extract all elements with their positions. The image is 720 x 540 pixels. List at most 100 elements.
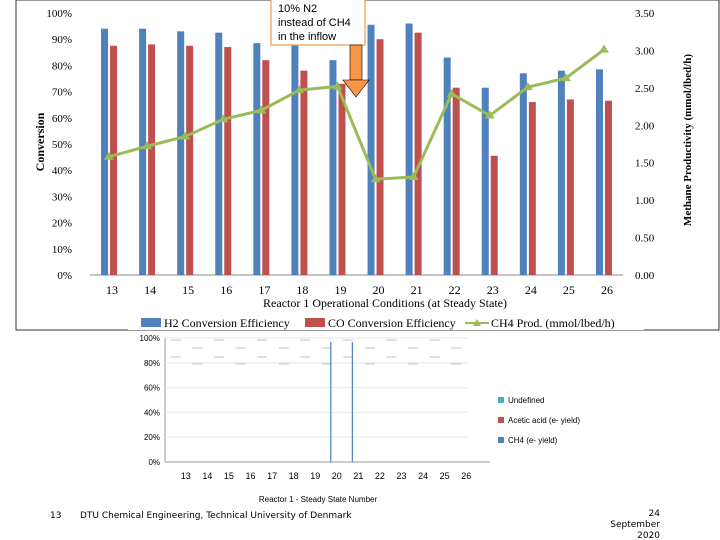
ch4-line bbox=[108, 48, 605, 181]
y-tick-label: 100% bbox=[46, 8, 72, 20]
bottom-legend-label: Acetic acid (e- yield) bbox=[508, 416, 580, 425]
ch4-point bbox=[104, 151, 115, 160]
bottom-highlight-lines bbox=[330, 342, 353, 462]
x-axis-title: Reactor 1 Operational Conditions (at Ste… bbox=[263, 296, 507, 310]
conversion-chart: 0%10%20%30%40%50%60%70%80%90%100% 0.000.… bbox=[15, 0, 720, 331]
h2-bar bbox=[367, 24, 375, 275]
co-bar bbox=[528, 102, 536, 275]
bottom-legend-label: CH4 (e- yield) bbox=[508, 436, 558, 445]
bottom-y-axis-ticks: 0% 20% 40% 60% 80% 100% bbox=[140, 334, 160, 467]
h2-bar bbox=[557, 70, 565, 275]
x-tick-label: 26 bbox=[601, 283, 613, 297]
bottom-x-tick-label: 23 bbox=[396, 471, 406, 481]
bottom-legend-swatch bbox=[498, 397, 504, 403]
y-tick-label: 20% bbox=[52, 218, 72, 230]
co-bar bbox=[338, 83, 346, 276]
left-axis-ticks: 0% 10% 20% 30% 40% 50% 60% 70% 80% 90% 100% bbox=[46, 8, 72, 282]
bottom-x-tick-label: 22 bbox=[375, 471, 385, 481]
h2-bar bbox=[215, 32, 223, 276]
bottom-x-axis-title: Reactor 1 - Steady State Number bbox=[259, 495, 378, 504]
legend-label-ch4: CH4 Prod. (mmol/lbed/h) bbox=[491, 316, 615, 330]
y2-axis-title: Methane Productivity (mmol/lbed/h) bbox=[682, 54, 694, 226]
ch4-point bbox=[332, 81, 343, 90]
h2-bar bbox=[291, 44, 299, 275]
line-series bbox=[104, 44, 609, 183]
ch4-point bbox=[370, 174, 381, 183]
co-bar bbox=[452, 87, 460, 275]
bottom-x-tick-label: 25 bbox=[440, 471, 450, 481]
y2-tick-label: 0.50 bbox=[635, 233, 655, 245]
bottom-legend-swatch bbox=[498, 417, 504, 423]
x-tick-label: 23 bbox=[487, 283, 499, 297]
bottom-y-tick-label: 20% bbox=[144, 433, 160, 442]
footer-date-line-2: September bbox=[610, 520, 660, 530]
bottom-x-tick-label: 14 bbox=[202, 471, 212, 481]
legend-background bbox=[128, 316, 644, 330]
x-tick-label: 22 bbox=[449, 283, 461, 297]
bottom-x-tick-label: 20 bbox=[332, 471, 342, 481]
ch4-point bbox=[180, 131, 191, 140]
h2-bar bbox=[177, 31, 185, 276]
ch4-point bbox=[484, 110, 495, 119]
bottom-x-tick-label: 15 bbox=[224, 471, 234, 481]
co-bar bbox=[110, 45, 118, 275]
bottom-x-tick-label: 17 bbox=[267, 471, 277, 481]
h2-bar bbox=[139, 28, 147, 275]
y-tick-label: 30% bbox=[52, 191, 72, 203]
bar-series bbox=[101, 23, 612, 276]
x-tick-label: 25 bbox=[563, 283, 575, 297]
x-tick-label: 21 bbox=[411, 283, 423, 297]
h2-bar bbox=[329, 60, 337, 275]
co-bar bbox=[262, 60, 270, 275]
ch4-point bbox=[256, 105, 267, 114]
bottom-y-tick-label: 100% bbox=[140, 334, 160, 343]
x-axis-ticks: 13 14 15 16 17 18 19 20 21 22 23 24 25 26 bbox=[106, 283, 613, 297]
x-tick-label: 16 bbox=[220, 283, 232, 297]
annotation-line-3: in the inflow bbox=[278, 31, 336, 43]
ch4-point bbox=[294, 85, 305, 94]
y2-tick-label: 3.00 bbox=[635, 45, 655, 57]
ch4-point bbox=[142, 141, 153, 150]
co-bar bbox=[148, 44, 156, 275]
co-bar bbox=[490, 155, 498, 275]
h2-bar bbox=[253, 43, 261, 275]
x-tick-label: 14 bbox=[144, 283, 156, 297]
h2-bar bbox=[405, 23, 413, 276]
y-tick-label: 80% bbox=[52, 60, 72, 72]
legend-label-co: CO Conversion Efficiency bbox=[328, 316, 456, 330]
x-tick-label: 18 bbox=[296, 283, 308, 297]
y-tick-label: 60% bbox=[52, 113, 72, 125]
annotation-callout: 10% N2 instead of CH4 in the inflow bbox=[270, 0, 370, 98]
h2-bar bbox=[519, 73, 527, 275]
co-bar bbox=[224, 47, 232, 276]
co-bar bbox=[376, 39, 384, 276]
footer-date: 24 September 2020 bbox=[600, 509, 660, 540]
ch4-point bbox=[408, 171, 419, 180]
bottom-x-tick-label: 18 bbox=[289, 471, 299, 481]
x-tick-label: 17 bbox=[258, 283, 270, 297]
annotation-arrow-head bbox=[342, 79, 370, 98]
y-tick-label: 0% bbox=[57, 270, 72, 282]
bottom-legend: Undefined Acetic acid (e- yield) CH4 (e- y… bbox=[498, 396, 580, 445]
yield-chart: 0% 20% 40% 60% 80% 100% 13 14 15 16 17 18 19 20 21 22 2… bbox=[140, 334, 581, 504]
annotation-line-1: 10% N2 bbox=[278, 3, 317, 15]
y2-tick-label: 1.50 bbox=[635, 158, 655, 170]
co-bar bbox=[186, 45, 194, 275]
legend-label-h2: H2 Conversion Efficiency bbox=[164, 316, 290, 330]
y-tick-label: 40% bbox=[52, 165, 72, 177]
legend-marker-ch4 bbox=[473, 319, 481, 326]
y2-tick-label: 1.00 bbox=[635, 195, 655, 207]
right-axis-ticks: 0.00 0.50 1.00 1.50 2.00 2.50 3.00 3.50 bbox=[635, 8, 655, 282]
co-bar bbox=[566, 99, 574, 276]
h2-bar bbox=[481, 87, 489, 275]
bottom-y-tick-label: 60% bbox=[144, 384, 160, 393]
footer-date-line-3: 2020 bbox=[637, 531, 660, 540]
y-tick-label: 90% bbox=[52, 34, 72, 46]
legend-swatch-co bbox=[305, 318, 325, 327]
bottom-legend-swatch bbox=[498, 437, 504, 443]
bottom-x-tick-label: 19 bbox=[310, 471, 320, 481]
y-tick-label: 70% bbox=[52, 87, 72, 99]
y-axis-title: Conversion bbox=[33, 112, 47, 171]
y2-tick-label: 3.50 bbox=[635, 8, 655, 20]
